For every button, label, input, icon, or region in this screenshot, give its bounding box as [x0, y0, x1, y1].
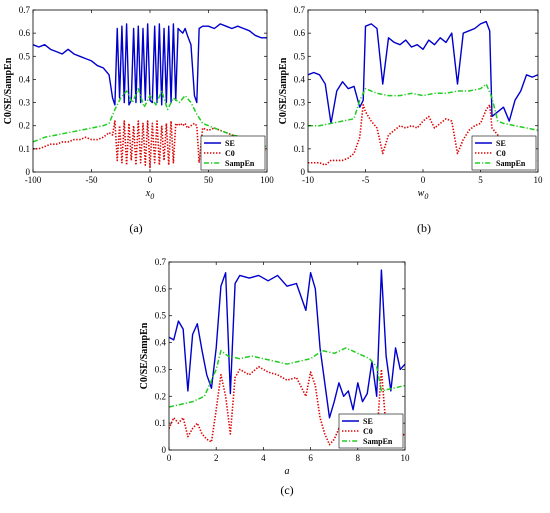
x-axis-label: w0 [418, 188, 429, 201]
panel-caption-c: (c) [280, 483, 293, 497]
x-axis-label-main: w [418, 188, 425, 199]
legend-label-sampen: SampEn [225, 159, 255, 168]
x-tick-label: -10 [302, 175, 314, 185]
x-axis-label: a [285, 466, 290, 477]
x-axis-label: x0 [145, 188, 154, 201]
panel-caption-a: (a) [129, 221, 142, 235]
y-tick-label: 0.3 [155, 364, 167, 374]
y-tick-label: 0.3 [19, 98, 31, 108]
legend-label-se: SE [496, 139, 506, 148]
legend-label-c0: C0 [225, 149, 235, 158]
legend-label-sampen: SampEn [363, 437, 393, 446]
x-tick-label: -50 [86, 175, 98, 185]
y-tick-label: 0.2 [155, 391, 166, 401]
series-line-c0 [33, 120, 267, 169]
plot-frame [168, 261, 406, 451]
y-tick-label: 0 [301, 167, 306, 177]
x-tick-label: 0 [167, 453, 172, 463]
legend-box [200, 135, 266, 171]
x-tick-label: 10 [401, 453, 411, 463]
series-line-se [308, 20, 538, 125]
x-tick-label: -5 [362, 175, 370, 185]
x-tick-label: 0 [148, 175, 153, 185]
y-tick-label: 0.6 [19, 28, 31, 38]
y-tick-label: 0.7 [294, 5, 306, 15]
x-axis-label-sub: 0 [150, 192, 154, 201]
y-tick-label: 0.6 [155, 284, 167, 294]
series-line-c0 [308, 104, 538, 166]
legend-label-c0: C0 [363, 427, 373, 436]
x-tick-label: 0 [421, 175, 426, 185]
x-tick-label: 4 [261, 453, 266, 463]
x-tick-label: 6 [308, 453, 313, 463]
y-tick-label: 0.5 [155, 311, 167, 321]
y-tick-label: 0.1 [19, 144, 30, 154]
x-axis-label-main: a [285, 466, 290, 477]
panel-c: 0 0.1 0.2 0.3 0.4 0.5 0.6 0.7 0 2 4 6 8 10 a C0/SE/Samp… [139, 257, 410, 497]
y-tick-label: 0.7 [19, 5, 31, 15]
x-axis-label-sub: 0 [424, 192, 428, 201]
y-tick-label: 0.5 [19, 51, 31, 61]
panel-a: 00.10.20.30.40.50.60.7-100 -50 0 50 100x0C0/… [3, 5, 274, 235]
y-tick-label: 0.7 [155, 257, 167, 267]
legend-label-c0: C0 [496, 149, 506, 158]
y-tick-label: 0.6 [294, 28, 306, 38]
series-line-se [169, 269, 405, 419]
series-line-sampen [169, 347, 405, 408]
panel-b: 00.10.20.30.40.50.60.7-10 -5 0 5 10w0C0/SE/S… [278, 5, 543, 235]
y-tick-label: 0 [162, 445, 167, 455]
y-tick-label: 0.3 [294, 98, 306, 108]
y-tick-label: 0.1 [294, 144, 305, 154]
x-axis-label-main: x [145, 188, 151, 199]
x-tick-label: 8 [356, 453, 361, 463]
x-tick-label: 2 [214, 453, 219, 463]
x-tick-label: 50 [204, 175, 214, 185]
legend-label-se: SE [363, 417, 373, 426]
y-tick-label: 0.1 [155, 418, 166, 428]
y-tick-label: 0.4 [155, 338, 167, 348]
x-tick-label: 10 [534, 175, 544, 185]
y-axis-label: C0/SE/SampEn [3, 57, 14, 124]
y-tick-label: 0.4 [19, 74, 31, 84]
x-tick-label: 5 [478, 175, 483, 185]
y-tick-label: 0.2 [294, 121, 305, 131]
legend-box [471, 135, 537, 171]
y-tick-label: 0.5 [294, 51, 306, 61]
legend-box [338, 413, 404, 449]
series-line-se [33, 23, 267, 106]
series-line-sampen [308, 83, 538, 132]
y-tick-label: 0.4 [294, 74, 306, 84]
y-tick-label: 0.2 [19, 121, 30, 131]
y-axis-label: C0/SE/SampEn [278, 57, 289, 124]
y-tick-label: 0 [26, 167, 31, 177]
x-tick-label: 100 [260, 175, 274, 185]
legend-label-sampen: SampEn [496, 159, 526, 168]
y-axis-label: C0/SE/SampEn [139, 322, 150, 389]
series-line-sampen [33, 87, 267, 148]
panel-caption-b: (b) [417, 221, 431, 235]
legend-label-se: SE [225, 139, 235, 148]
x-tick-label: -100 [25, 175, 42, 185]
